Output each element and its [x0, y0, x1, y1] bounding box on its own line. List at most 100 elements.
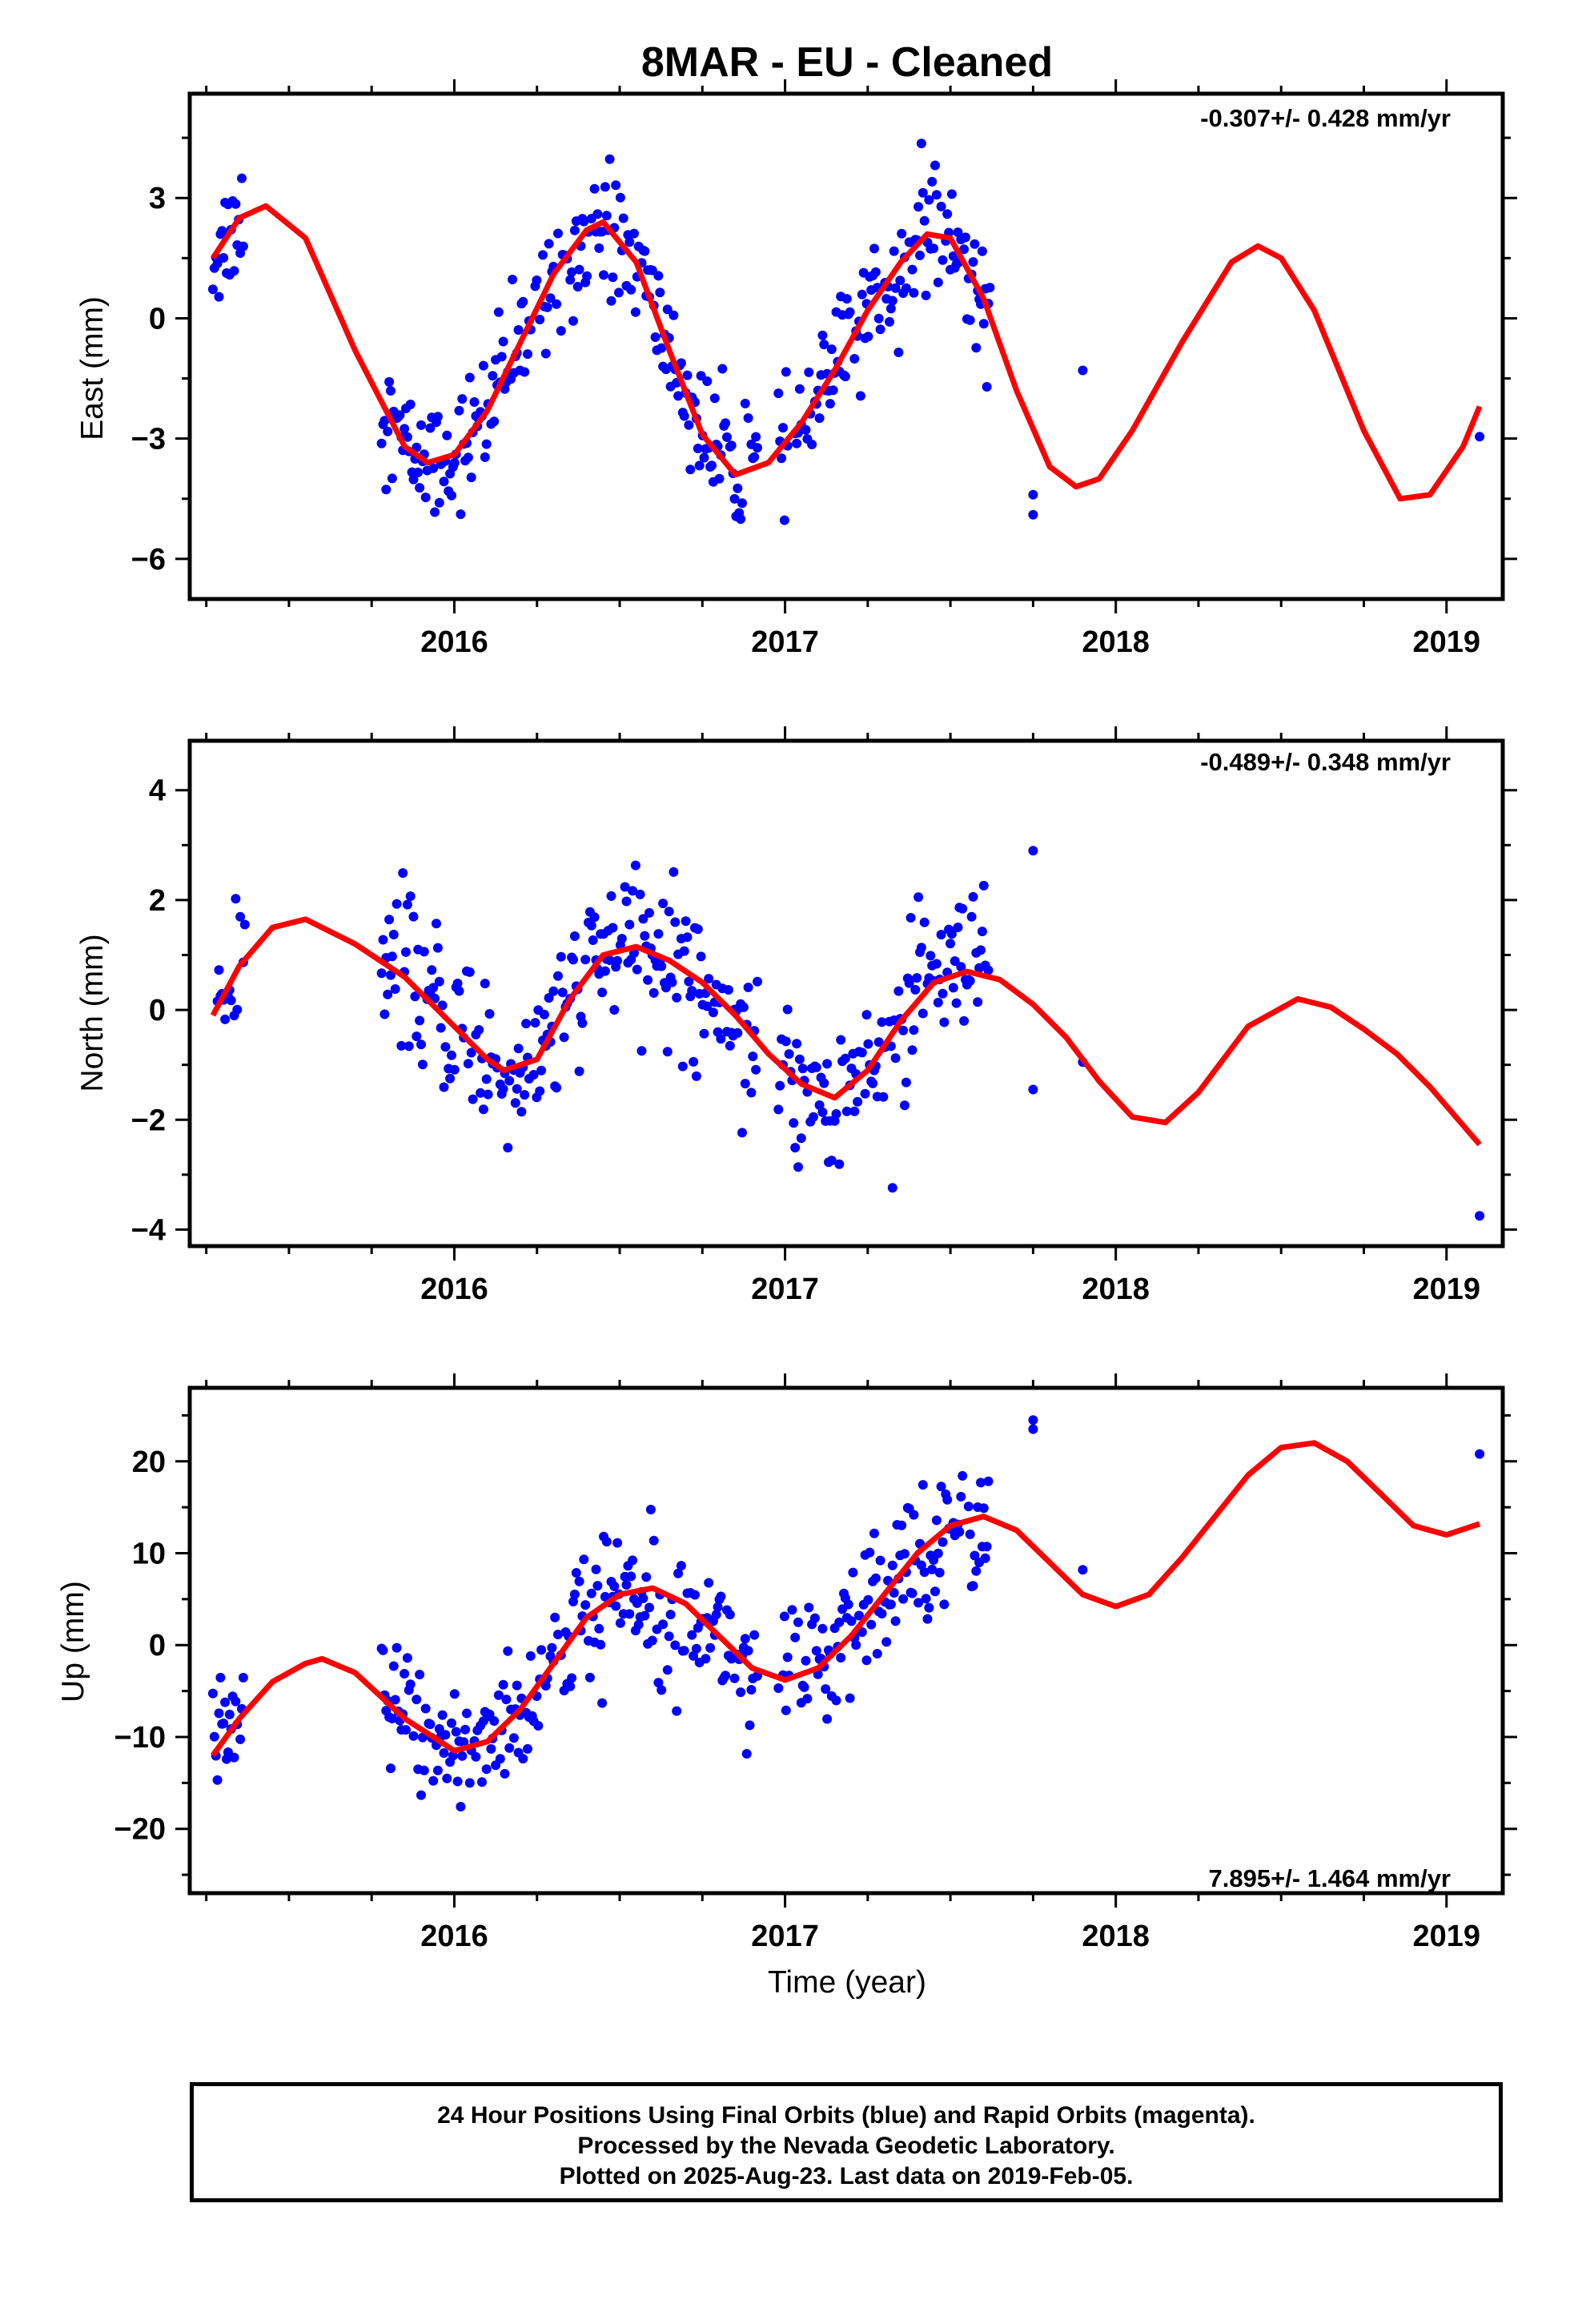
y-tick-label: 20: [132, 1445, 166, 1479]
data-point: [711, 1610, 721, 1620]
data-point: [898, 1025, 909, 1035]
data-point: [538, 250, 548, 260]
data-point: [508, 275, 517, 284]
data-point: [781, 367, 791, 377]
data-point: [589, 912, 600, 923]
data-point: [597, 1698, 608, 1708]
data-point: [843, 1599, 853, 1610]
data-point: [618, 213, 628, 223]
data-point: [606, 296, 616, 306]
data-point: [523, 1743, 532, 1754]
data-point: [212, 259, 223, 268]
data-point: [626, 1571, 636, 1582]
data-point: [547, 1642, 557, 1653]
data-point: [915, 250, 925, 260]
data-point: [439, 476, 449, 487]
data-point: [970, 239, 980, 249]
data-point: [779, 515, 789, 525]
data-point: [471, 1751, 481, 1762]
data-point: [630, 307, 640, 317]
data-point: [417, 1059, 428, 1070]
data-point: [498, 1084, 508, 1094]
data-point: [699, 1028, 709, 1039]
data-point: [913, 202, 924, 212]
data-point: [938, 255, 948, 265]
data-point: [930, 1586, 940, 1597]
data-point: [922, 1614, 933, 1624]
data-point: [956, 962, 966, 972]
data-point: [513, 1043, 524, 1054]
data-point: [773, 1683, 784, 1693]
data-point: [454, 405, 464, 416]
data-point: [869, 243, 879, 254]
data-point: [773, 1104, 784, 1115]
data-point: [415, 1015, 425, 1026]
data-point: [840, 1053, 850, 1063]
data-point: [740, 398, 750, 408]
data-point: [926, 951, 936, 961]
data-point: [721, 1671, 731, 1681]
data-point: [432, 412, 443, 422]
data-point: [376, 438, 387, 448]
data-point: [548, 986, 559, 996]
data-point: [898, 1594, 909, 1604]
up-rate-label: 7.895+/- 1.464 mm/yr: [1209, 1864, 1451, 1892]
data-point: [866, 1619, 877, 1630]
data-point: [931, 1515, 942, 1526]
data-point: [535, 1086, 545, 1096]
data-point: [579, 1554, 589, 1565]
up-y-axis-label: Up (mm): [56, 1581, 90, 1703]
data-point: [817, 1623, 828, 1634]
footer-line-1: 24 Hour Positions Using Final Orbits (bl…: [437, 2102, 1255, 2129]
data-point: [489, 416, 500, 427]
data-point: [746, 1685, 757, 1695]
data-point: [797, 1063, 808, 1074]
data-point: [863, 1039, 873, 1049]
y-tick-label: 0: [149, 302, 166, 336]
footer-line-3: Plotted on 2025-Aug-23. Last data on 201…: [559, 2163, 1134, 2189]
data-point: [669, 310, 679, 320]
data-point: [629, 228, 639, 239]
data-point: [1028, 1415, 1038, 1425]
data-point: [793, 1617, 803, 1627]
data-point: [684, 420, 694, 430]
data-point: [383, 426, 393, 436]
data-point: [684, 976, 694, 987]
data-point: [604, 955, 615, 965]
east-points: [207, 139, 1485, 525]
data-point: [239, 919, 250, 930]
data-point: [445, 1073, 456, 1084]
data-point: [751, 432, 761, 442]
data-point: [658, 899, 669, 909]
data-point: [378, 1645, 388, 1655]
data-point: [845, 307, 855, 317]
data-point: [500, 1768, 510, 1779]
data-point: [804, 367, 814, 377]
data-point: [983, 1476, 994, 1486]
data-point: [980, 1553, 990, 1563]
data-point: [746, 1088, 757, 1098]
data-point: [552, 1083, 562, 1093]
data-point: [965, 315, 975, 325]
data-point: [794, 384, 805, 394]
data-point: [512, 1680, 522, 1691]
data-point: [658, 1619, 669, 1630]
data-point: [822, 1059, 833, 1069]
data-point: [460, 1724, 471, 1735]
data-point: [604, 154, 615, 164]
data-point: [611, 180, 621, 191]
data-point: [721, 418, 731, 428]
data-point: [643, 975, 653, 985]
data-point: [841, 1106, 852, 1116]
data-point: [924, 195, 934, 205]
data-point: [430, 507, 440, 517]
data-point: [542, 302, 552, 312]
data-point: [978, 1503, 989, 1514]
data-point: [836, 1653, 846, 1663]
data-point: [456, 509, 466, 520]
data-point: [749, 1630, 760, 1640]
data-point: [219, 1719, 229, 1728]
data-point: [577, 1018, 588, 1028]
data-point: [468, 1094, 478, 1104]
data-point: [480, 452, 490, 462]
